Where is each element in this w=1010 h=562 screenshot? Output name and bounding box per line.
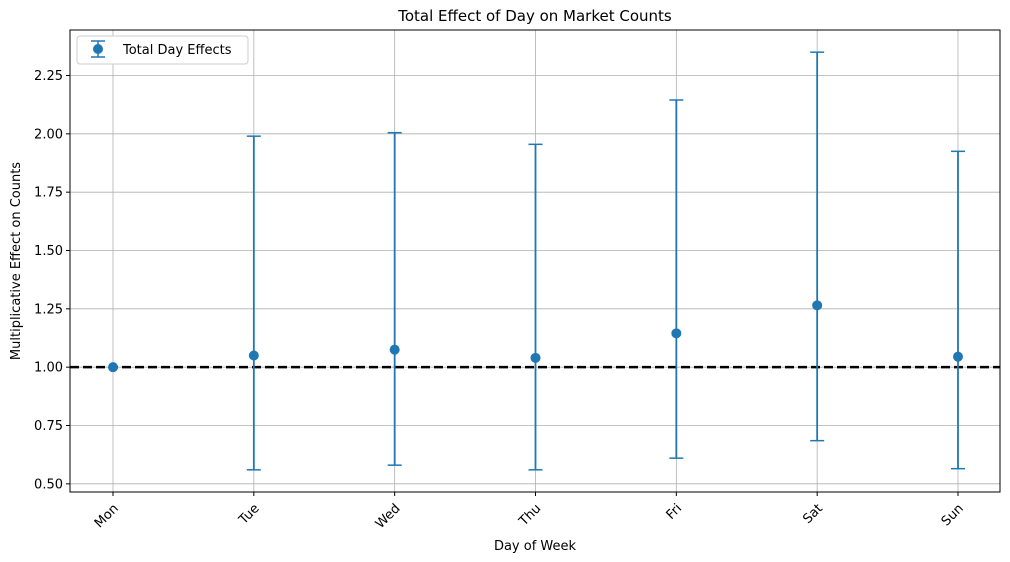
- y-tick-label: 2.00: [34, 127, 63, 142]
- chart-title: Total Effect of Day on Market Counts: [397, 7, 672, 25]
- x-tick-label: Fri: [664, 501, 686, 523]
- data-point: [108, 362, 118, 373]
- x-tick-label: Mon: [92, 501, 122, 531]
- x-tick-label: Sat: [800, 501, 826, 527]
- x-tick-label: Thu: [516, 501, 545, 530]
- x-axis: Mon Tue Wed Thu Fri Sat Sun: [92, 492, 967, 532]
- y-axis-label: Multiplicative Effect on Counts: [9, 162, 24, 360]
- data-point: [953, 351, 963, 362]
- x-axis-label: Day of Week: [494, 539, 577, 554]
- y-tick-label: 1.25: [34, 302, 63, 317]
- y-tick-label: 1.50: [34, 244, 63, 259]
- y-tick-label: 1.00: [34, 361, 63, 376]
- data-point: [671, 328, 682, 339]
- legend-marker: [93, 44, 103, 54]
- data-point: [248, 350, 259, 361]
- legend: Total Day Effects: [76, 35, 249, 65]
- y-axis: 0.50 0.75 1.00 1.25 1.50 1.75 2.00 2.25: [34, 69, 70, 492]
- legend-label: Total Day Effects: [122, 43, 232, 58]
- y-tick-label: 0.75: [34, 419, 63, 434]
- legend-box: [76, 35, 249, 65]
- y-tick-label: 1.75: [34, 186, 63, 201]
- data-point: [389, 344, 400, 355]
- y-tick-label: 2.25: [34, 69, 63, 84]
- x-tick-label: Sun: [939, 501, 967, 529]
- y-tick-label: 0.50: [34, 477, 63, 492]
- data-point: [812, 300, 823, 311]
- data-point: [530, 352, 541, 363]
- x-tick-label: Wed: [373, 501, 404, 532]
- data-marks: [108, 51, 965, 471]
- x-tick-label: Tue: [236, 501, 263, 528]
